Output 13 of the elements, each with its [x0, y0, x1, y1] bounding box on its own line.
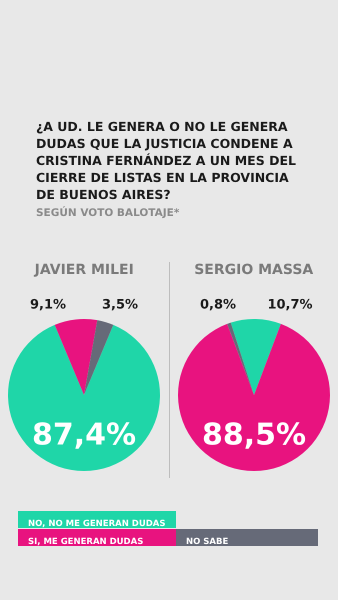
text: ¿A UD. LE GENERA O NO LE GENERA DUDAS QUE LA JUSTICIA CONDENE A CRISTINA FERNÁNDEZ A UN MES DEL CIERRE DE LISTAS EN LA PROVINCIA DE BUENOS AIRES? [36, 118, 297, 203]
legend-label: NO SABE [186, 536, 228, 549]
data-label: 88,5% [202, 418, 306, 453]
text: SEGÚN VOTO BALOTAJE* [36, 207, 180, 219]
data-label: 3,5% [102, 297, 138, 312]
legend-label: NO, NO ME GENERAN DUDAS [28, 518, 166, 531]
data-label: 87,4% [32, 418, 136, 453]
data-label: 9,1% [30, 297, 66, 312]
chart-title: SERGIO MASSA [193, 262, 314, 278]
chart-title: JAVIER MILEI [32, 262, 135, 278]
legend-label: SI, ME GENERAN DUDAS [28, 536, 144, 549]
data-label: 0,8% [200, 297, 236, 312]
data-label: 10,7% [267, 297, 312, 312]
